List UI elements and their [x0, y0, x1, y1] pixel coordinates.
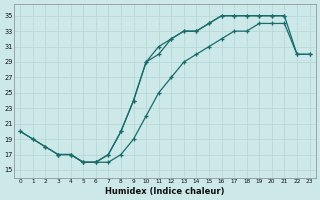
X-axis label: Humidex (Indice chaleur): Humidex (Indice chaleur): [105, 187, 225, 196]
